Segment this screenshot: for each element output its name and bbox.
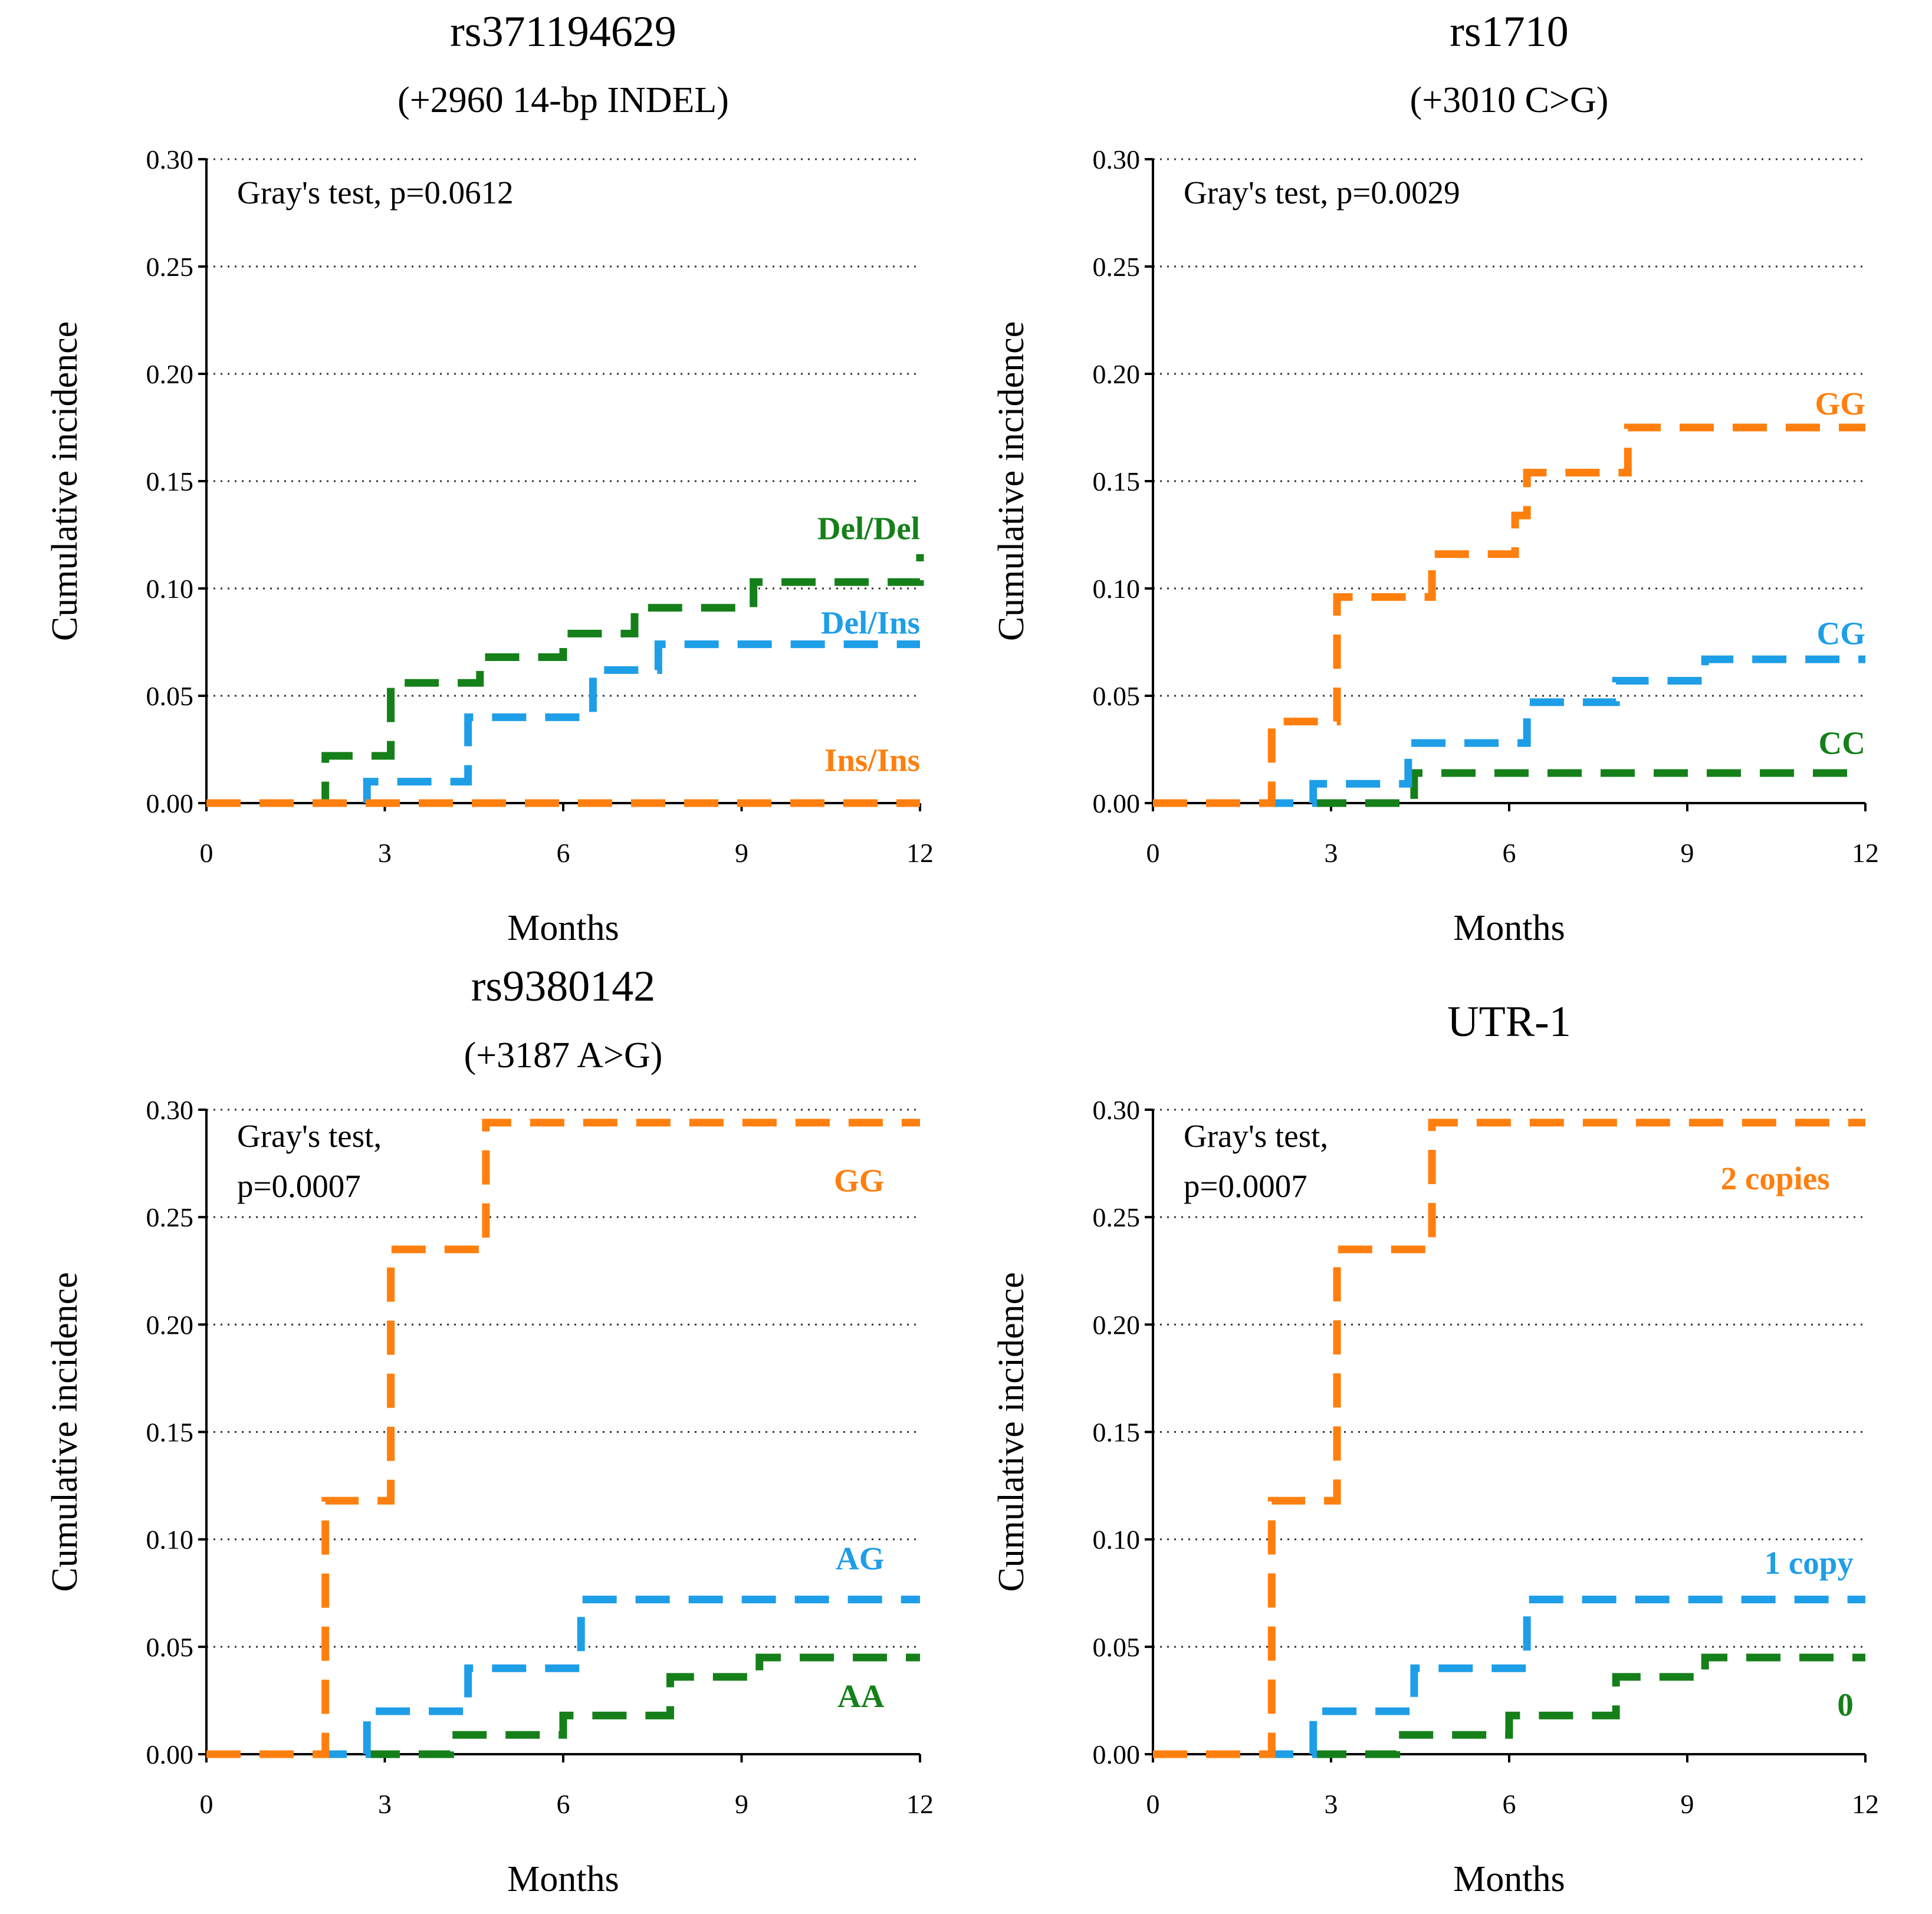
- y-tick-label: 0.20: [1093, 1310, 1141, 1340]
- y-tick-label: 0.00: [1093, 788, 1141, 818]
- gray-test-annotation: p=0.0007: [1184, 1168, 1307, 1204]
- x-axis-label: Months: [1453, 908, 1565, 948]
- y-tick-label: 0.05: [146, 681, 194, 711]
- gray-test-annotation: p=0.0007: [237, 1168, 361, 1204]
- y-tick-label: 0.05: [1093, 681, 1141, 711]
- y-axis-label: Cumulative incidence: [991, 1272, 1031, 1591]
- y-tick-label: 0.25: [1093, 252, 1141, 282]
- series-label: 2 copies: [1721, 1160, 1830, 1196]
- series-label: AG: [836, 1541, 885, 1577]
- y-tick-label: 0.20: [1093, 359, 1141, 389]
- gray-test-annotation: Gray's test,: [1184, 1118, 1328, 1154]
- y-tick-label: 0.20: [146, 1310, 194, 1340]
- chart-title: rs9380142: [471, 962, 655, 1011]
- y-tick-label: 0.00: [146, 788, 194, 818]
- series-line-gg: [206, 1119, 920, 1758]
- y-tick-label: 0.25: [146, 1202, 194, 1232]
- y-tick-label: 0.05: [146, 1632, 194, 1662]
- gray-test-annotation: Gray's test,: [237, 1118, 382, 1154]
- chart-title: rs1710: [1450, 8, 1568, 56]
- series-line-2-copies: [1153, 1119, 1865, 1758]
- series-label: AA: [837, 1678, 885, 1714]
- chart-panel-4: UTR-1 0.00 0.05 0.10 0.15 0.20 0.25 0.30 0 3 6 9 12 M…: [991, 998, 1879, 1899]
- x-tick-label: 9: [1681, 1789, 1694, 1819]
- series-line-aa: [206, 1653, 920, 1758]
- y-tick-label: 0.15: [1093, 1418, 1141, 1448]
- y-tick-label: 0.25: [146, 252, 194, 282]
- x-tick-label: 9: [735, 838, 748, 868]
- y-tick-label: 0.25: [1093, 1202, 1141, 1232]
- y-tick-label: 0.05: [1093, 1632, 1141, 1662]
- x-tick-label: 0: [1146, 1789, 1160, 1819]
- series-label: Del/Ins: [821, 604, 920, 640]
- chart-subtitle: (+3010 C>G): [1410, 80, 1609, 120]
- series-label: Del/Del: [817, 510, 920, 546]
- y-tick-label: 0.10: [146, 1525, 194, 1555]
- y-tick-label: 0.30: [1093, 1095, 1141, 1125]
- x-tick-label: 6: [1503, 838, 1516, 868]
- y-tick-label: 0.10: [1093, 1525, 1141, 1555]
- y-tick-label: 0.10: [1093, 574, 1141, 604]
- y-tick-label: 0.30: [146, 1095, 194, 1125]
- chart-panel-1: rs371194629 (+2960 14-bp INDEL) 0.00 0.05 0.…: [45, 8, 934, 948]
- y-tick-label: 0.15: [146, 1418, 194, 1448]
- x-tick-label: 6: [1503, 1789, 1516, 1819]
- x-tick-label: 6: [557, 1789, 570, 1819]
- gray-test-annotation: Gray's test, p=0.0612: [237, 175, 514, 211]
- series-label: Ins/Ins: [824, 742, 920, 778]
- x-axis-label: Months: [1453, 1859, 1565, 1899]
- y-tick-label: 0.00: [146, 1739, 194, 1770]
- chart-panel-2: rs1710 (+3010 C>G) 0.00 0.05 0.10 0.15 0.20 0.2…: [991, 8, 1879, 948]
- series-line-cc: [1153, 769, 1865, 807]
- x-tick-label: 6: [557, 838, 570, 868]
- gray-test-annotation: Gray's test, p=0.0029: [1184, 175, 1460, 211]
- x-tick-label: 0: [200, 838, 213, 868]
- series-label: 1 copy: [1765, 1545, 1854, 1581]
- x-tick-label: 9: [1681, 838, 1694, 868]
- series-line-del-del: [206, 554, 924, 807]
- chart-panel-3: rs9380142 (+3187 A>G) 0.00 0.05 0.10 0.15 0.20…: [45, 962, 934, 1899]
- series-label: GG: [1815, 386, 1865, 422]
- y-axis-label: Cumulative incidence: [45, 321, 85, 641]
- y-tick-label: 0.15: [146, 466, 194, 496]
- series-line-1-copy: [1153, 1596, 1865, 1758]
- x-axis-label: Months: [507, 1859, 619, 1899]
- y-tick-label: 0.30: [146, 144, 194, 175]
- x-tick-label: 3: [1325, 838, 1338, 868]
- series-line-gg: [1153, 423, 1865, 807]
- y-tick-label: 0.10: [146, 574, 194, 604]
- series-line-ag: [206, 1596, 920, 1758]
- chart-title: UTR-1: [1447, 998, 1571, 1046]
- x-tick-label: 12: [906, 1789, 934, 1819]
- x-tick-label: 0: [200, 1789, 213, 1819]
- y-axis-label: Cumulative incidence: [45, 1272, 85, 1591]
- chart-title: rs371194629: [450, 8, 676, 56]
- x-tick-label: 12: [906, 838, 934, 868]
- x-tick-label: 0: [1146, 838, 1160, 868]
- y-axis-label: Cumulative incidence: [991, 321, 1031, 641]
- x-tick-label: 3: [378, 1789, 392, 1819]
- y-tick-label: 0.30: [1093, 144, 1141, 175]
- x-tick-label: 12: [1852, 838, 1879, 868]
- series-label: CG: [1817, 616, 1866, 652]
- chart-subtitle: (+2960 14-bp INDEL): [397, 80, 729, 120]
- x-tick-label: 12: [1852, 1789, 1879, 1819]
- y-tick-label: 0.20: [146, 359, 194, 389]
- series-line-0: [1153, 1653, 1865, 1758]
- x-tick-label: 9: [735, 1789, 748, 1819]
- y-tick-label: 0.00: [1093, 1739, 1141, 1770]
- series-line-del-ins: [206, 640, 920, 807]
- x-tick-label: 3: [378, 838, 392, 868]
- x-tick-label: 3: [1325, 1789, 1338, 1819]
- series-label: 0: [1837, 1686, 1854, 1722]
- chart-subtitle: (+3187 A>G): [464, 1035, 663, 1076]
- x-axis-label: Months: [507, 908, 619, 948]
- series-label: GG: [834, 1162, 885, 1198]
- series-line-cg: [1153, 655, 1865, 807]
- series-label: CC: [1819, 725, 1865, 761]
- y-tick-label: 0.15: [1093, 466, 1141, 496]
